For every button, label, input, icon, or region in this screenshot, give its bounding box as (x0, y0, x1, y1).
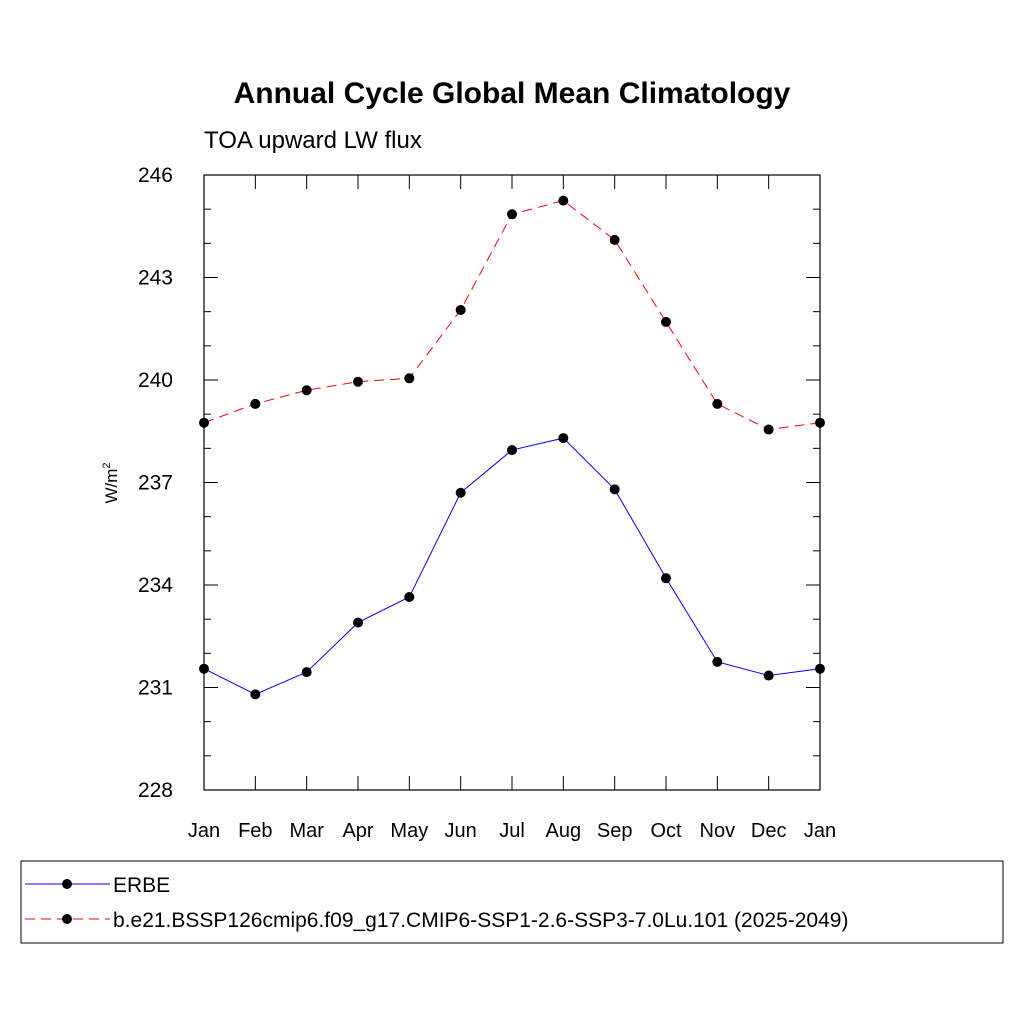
series-1-point (199, 663, 209, 674)
x-tick-label: Jan (804, 820, 836, 842)
chart-title: Annual Cycle Global Mean Climatology (234, 77, 791, 110)
x-tick-label: Jul (499, 820, 525, 842)
series-1-point (301, 667, 312, 678)
x-tick-label: Dec (751, 820, 787, 842)
series-2-point (404, 373, 415, 384)
series-1-point (353, 617, 363, 628)
x-tick-label: Sep (597, 820, 633, 842)
svg-text:W/m2: W/m2 (101, 462, 121, 503)
series-1-point (507, 445, 517, 456)
y-tick-label: 231 (138, 677, 173, 700)
x-tick-label: Apr (342, 820, 373, 842)
y-axis-label-superscript: 2 (101, 462, 113, 468)
series-line-2 (203, 200, 821, 431)
chart-subtitle: TOA upward LW flux (204, 127, 422, 154)
y-axis-label: W/m2 (101, 462, 121, 503)
y-tick-label: 237 (138, 472, 173, 495)
series-1-point (455, 487, 466, 498)
series-2-point (250, 398, 261, 409)
series-2-point (199, 417, 209, 428)
series-1-point (661, 573, 671, 584)
series-2-point (455, 304, 466, 315)
series-line-1 (203, 437, 821, 695)
series-2-point (815, 417, 825, 428)
y-tick-label: 234 (138, 574, 173, 597)
x-tick-label: Jun (445, 820, 477, 842)
series-1-point (763, 670, 774, 681)
legend-label-2: b.e21.BSSP126cmip6.f09_g17.CMIP6-SSP1-2.… (113, 909, 848, 932)
series-1-point (404, 591, 415, 602)
legend-marker-2 (62, 914, 72, 924)
series-2-point (558, 195, 569, 206)
series-2-point (507, 209, 517, 220)
y-tick-label: 228 (138, 779, 173, 802)
x-tick-label: Nov (700, 820, 736, 842)
series-1-point (558, 433, 569, 444)
x-tick-label: Jan (188, 820, 220, 842)
x-tick-label: Oct (650, 820, 682, 842)
y-tick-label: 246 (138, 164, 173, 187)
x-tick-label: Aug (546, 820, 582, 842)
legend-box (20, 860, 1004, 944)
series-2-point (712, 398, 723, 409)
x-tick-label: May (390, 820, 428, 842)
series-1-point (815, 663, 825, 674)
series-1-point (712, 656, 723, 667)
legend-label-1: ERBE (113, 874, 170, 897)
series-2-point (609, 234, 620, 245)
plot-frame (203, 174, 821, 791)
y-axis-label-main: W/m (102, 469, 121, 504)
series-1-point (609, 484, 620, 495)
series-2-point (353, 376, 363, 387)
series-2-point (763, 424, 774, 435)
legend-marker-1 (62, 879, 72, 889)
series-2-point (301, 385, 312, 396)
series-1-point (250, 689, 261, 700)
x-tick-label: Mar (289, 820, 324, 842)
y-tick-label: 240 (138, 369, 173, 392)
y-tick-label: 243 (138, 267, 173, 290)
series-2-point (661, 316, 671, 327)
x-tick-label: Feb (238, 820, 272, 842)
